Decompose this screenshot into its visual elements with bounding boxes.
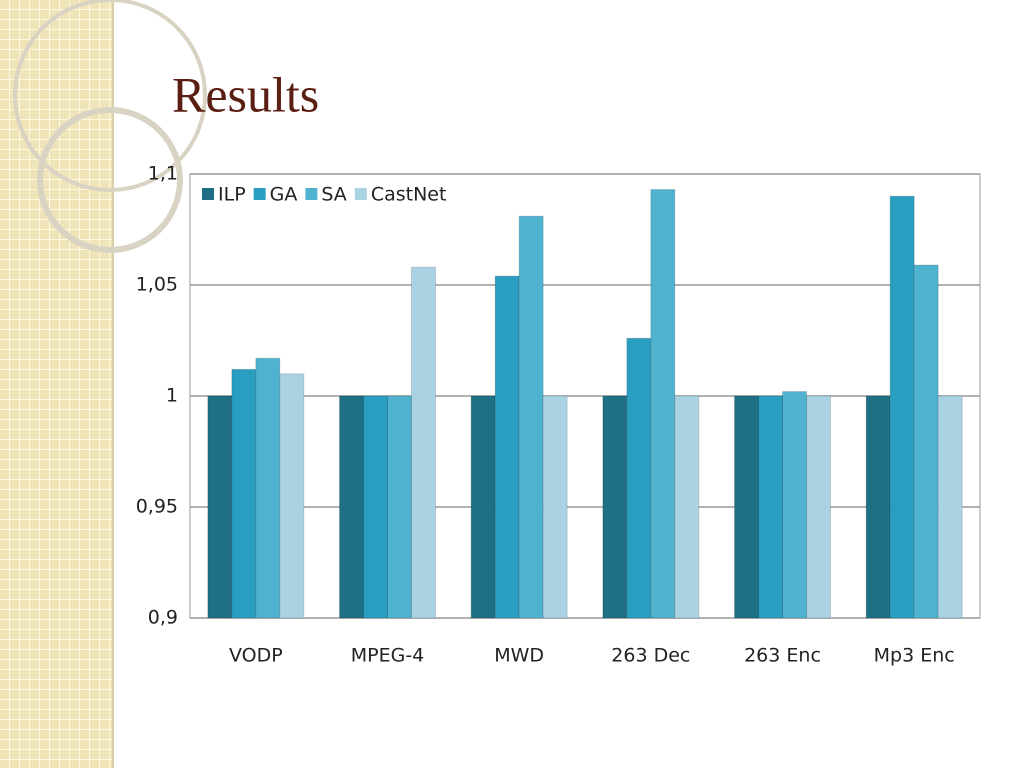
legend-label: CastNet <box>371 184 447 206</box>
bar <box>279 373 305 619</box>
bar <box>650 189 676 619</box>
bar <box>494 275 520 619</box>
bar <box>889 195 915 619</box>
bar <box>734 395 759 619</box>
y-tick-label: 1,1 <box>148 163 178 185</box>
bar <box>626 337 652 619</box>
bar <box>758 395 783 619</box>
legend-label: GA <box>270 184 298 206</box>
bar <box>602 395 628 619</box>
slide-title: Results <box>172 66 319 122</box>
legend-label: SA <box>321 184 346 206</box>
bar <box>806 395 831 619</box>
x-tick-label: 263 Dec <box>611 645 690 667</box>
deco-circle <box>13 0 207 192</box>
y-tick-label: 1,05 <box>136 274 178 296</box>
bar <box>231 368 257 619</box>
bar <box>387 395 412 619</box>
y-tick-label: 0,9 <box>148 607 178 629</box>
x-tick-label: VODP <box>229 645 283 667</box>
bar <box>518 215 544 619</box>
bar <box>470 395 496 619</box>
bar <box>255 357 281 619</box>
bar <box>865 395 891 619</box>
deco-circle <box>37 107 183 253</box>
legend-swatch <box>305 188 318 200</box>
bar <box>937 395 963 619</box>
legend-label: ILP <box>218 184 246 206</box>
legend-swatch <box>202 188 214 200</box>
bar <box>339 395 364 619</box>
bar <box>207 395 233 619</box>
x-tick-label: MWD <box>494 645 544 667</box>
bar <box>913 264 939 619</box>
x-tick-label: 263 Enc <box>744 645 821 667</box>
x-tick-label: Mp3 Enc <box>874 645 955 667</box>
x-tick-label: MPEG-4 <box>351 645 425 667</box>
bar <box>542 395 568 619</box>
y-tick-label: 0,95 <box>136 496 178 518</box>
bar <box>363 395 388 619</box>
bar <box>782 391 807 619</box>
bar <box>411 266 436 619</box>
bar <box>674 395 700 619</box>
legend-swatch <box>354 188 367 200</box>
y-tick-label: 1 <box>166 385 178 407</box>
legend-swatch <box>253 188 266 200</box>
